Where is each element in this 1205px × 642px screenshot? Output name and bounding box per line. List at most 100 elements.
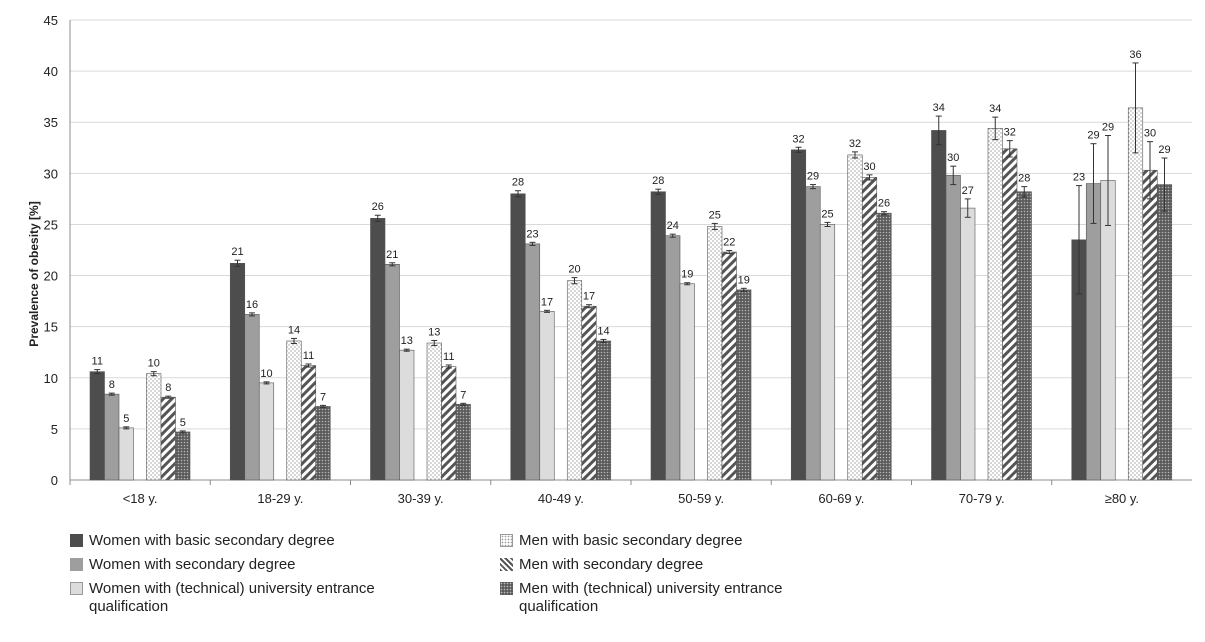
data-label: 32: [849, 138, 861, 150]
bar: [384, 264, 400, 481]
legend: Women with basic secondary degree Women w…: [70, 532, 1170, 642]
bar: [399, 349, 415, 481]
legend-label: Women with (technical) university entran…: [89, 580, 375, 615]
bar: [790, 149, 807, 481]
bar: [1156, 184, 1173, 481]
x-tick-label: ≥80 y.: [1105, 491, 1139, 506]
data-label: 7: [320, 391, 326, 403]
x-tick-label: 30-39 y.: [398, 491, 444, 506]
bar: [847, 154, 863, 481]
bar: [987, 128, 1003, 481]
bar: [244, 314, 260, 481]
bar: [426, 342, 442, 481]
bar: [861, 177, 878, 481]
bar: [524, 243, 541, 481]
data-label: 34: [933, 102, 945, 114]
bar: [104, 393, 120, 481]
bar-chart: 0 5 10 15 20 25 30 35 40 45 <18 y. 18-29 y. 30-39 y.…: [27, 13, 1192, 506]
y-tick-label: 15: [44, 320, 58, 335]
legend-label: Men with secondary degree: [519, 556, 704, 573]
data-label: 32: [792, 133, 804, 145]
data-label: 22: [723, 237, 735, 249]
data-label: 25: [821, 208, 833, 220]
bar: [679, 283, 695, 481]
bar: [300, 365, 317, 481]
y-tick-label: 10: [44, 371, 58, 386]
data-label: 29: [807, 171, 819, 183]
data-label: 13: [401, 335, 413, 347]
data-label: 11: [443, 351, 454, 363]
bar: [160, 396, 176, 481]
data-label: 17: [541, 296, 553, 308]
bar: [665, 235, 681, 481]
bar: [370, 218, 386, 481]
data-label: 17: [583, 291, 595, 303]
bar: [707, 226, 723, 481]
bar: [1085, 183, 1102, 481]
legend-label: Women with basic secondary degree: [89, 532, 335, 549]
legend-entry: Women with secondary degree: [70, 556, 429, 574]
bar: [819, 224, 836, 481]
data-label: 36: [1129, 49, 1141, 61]
legend-swatch: [70, 558, 83, 571]
data-label: 5: [123, 413, 129, 425]
data-label: 13: [428, 326, 440, 338]
y-tick-label: 35: [44, 115, 58, 130]
data-label: 11: [92, 356, 103, 368]
bar: [581, 305, 597, 481]
data-label: 28: [512, 177, 524, 189]
data-label: 25: [709, 209, 721, 221]
y-tick-label: 45: [44, 13, 58, 28]
bar: [566, 280, 583, 481]
x-tick-label: 40-49 y.: [538, 491, 584, 506]
data-label: 26: [372, 201, 384, 213]
bar: [1127, 107, 1144, 481]
data-label: 28: [652, 175, 664, 187]
data-label: 20: [568, 264, 580, 276]
bar: [721, 251, 737, 481]
data-label: 8: [109, 379, 115, 391]
bar: [539, 311, 555, 481]
bar: [595, 340, 612, 481]
data-label: 34: [989, 103, 1001, 115]
data-label: 29: [1087, 130, 1099, 142]
bar: [1002, 148, 1018, 481]
data-label: 27: [962, 185, 974, 197]
data-label: 24: [667, 220, 679, 232]
legend-swatch: [70, 582, 83, 595]
legend-entry: Men with secondary degree: [500, 556, 859, 574]
bar: [650, 191, 666, 481]
bar: [89, 371, 105, 481]
data-label: 30: [947, 152, 959, 164]
legend-label: Women with secondary degree: [89, 556, 296, 573]
data-label: 16: [246, 299, 258, 311]
data-label: 19: [738, 274, 750, 286]
data-label: 21: [386, 249, 398, 261]
data-label: 32: [1004, 127, 1016, 139]
bars: [89, 62, 1173, 481]
data-label: 14: [597, 325, 609, 337]
y-tick-label: 5: [51, 422, 58, 437]
legend-entry: Men with (technical) university entrance…: [500, 580, 859, 616]
data-label: 10: [148, 358, 160, 370]
data-label: 30: [863, 161, 875, 173]
y-tick-label: 25: [44, 217, 58, 232]
bar: [1142, 169, 1158, 481]
legend-entry: Women with basic secondary degree: [70, 532, 429, 550]
x-tick-label: <18 y.: [123, 491, 158, 506]
data-label: 28: [1018, 173, 1030, 185]
data-label: 23: [526, 228, 538, 240]
y-axis-label: Prevalence of obesity [%]: [27, 201, 41, 346]
bar: [315, 406, 331, 481]
y-tick-label: 20: [44, 269, 58, 284]
x-tick-label: 50-59 y.: [678, 491, 724, 506]
bar: [736, 289, 752, 481]
data-label: 5: [180, 417, 186, 429]
bar: [805, 186, 821, 481]
legend-swatch: [500, 558, 513, 571]
x-tick-label: 60-69 y.: [818, 491, 864, 506]
bar: [441, 366, 457, 481]
legend-swatch: [500, 534, 513, 547]
data-label: 21: [231, 246, 243, 258]
y-tick-label: 40: [44, 64, 58, 79]
